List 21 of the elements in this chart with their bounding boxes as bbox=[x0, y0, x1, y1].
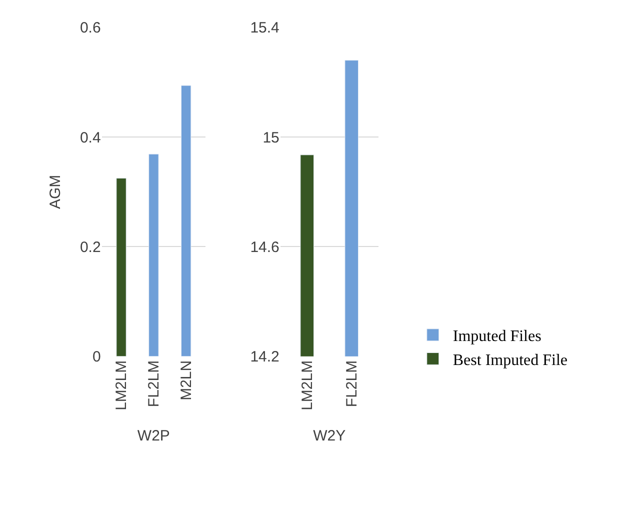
x-tick-label: FL2LM bbox=[146, 360, 163, 408]
y-tick-label: 0.6 bbox=[80, 20, 101, 37]
y-axis-title: AGM bbox=[47, 174, 64, 209]
legend-label: Imputed Files bbox=[452, 328, 542, 346]
legend-label: Best Imputed File bbox=[452, 352, 568, 369]
bar bbox=[180, 85, 192, 356]
x-tick-label: LM2LM bbox=[113, 360, 130, 410]
y-tick-label: 15 bbox=[262, 129, 280, 146]
y-tick-label: 0 bbox=[92, 348, 101, 366]
x-axis-title: W2Y bbox=[313, 427, 346, 444]
y-tick-label: 15.4 bbox=[250, 20, 280, 37]
x-tick-label: M2LN bbox=[178, 360, 195, 400]
y-tick-label: 0.2 bbox=[80, 238, 101, 256]
x-tick-label: FL2LM bbox=[343, 360, 360, 408]
y-tick-label: 14.2 bbox=[250, 348, 280, 366]
bar bbox=[116, 178, 126, 356]
y-tick-label: 0.4 bbox=[80, 129, 101, 146]
y-tick-label: 14.6 bbox=[250, 238, 280, 256]
x-tick-label: LM2LM bbox=[298, 360, 316, 410]
x-axis-title: W2P bbox=[137, 427, 170, 444]
bar bbox=[148, 154, 159, 356]
